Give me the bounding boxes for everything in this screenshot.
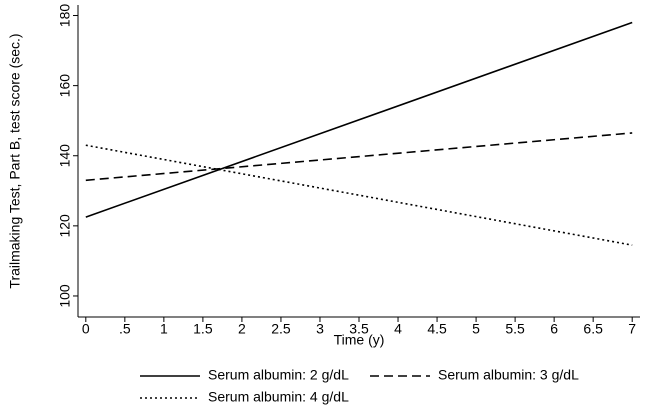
legend-label: Serum albumin: 2 g/dL [208, 367, 349, 383]
x-tick-label: 5 [472, 321, 480, 337]
series-line [85, 132, 633, 182]
x-tick-label: 4 [394, 321, 402, 337]
x-tick-label: 0 [82, 321, 90, 337]
legend-label: Serum albumin: 4 g/dL [208, 389, 349, 405]
x-tick-label: 3 [316, 321, 324, 337]
y-axis-label: Trailmaking Test, Part B, test score (se… [7, 33, 23, 288]
x-tick-label: 3.5 [349, 321, 369, 337]
series-line [85, 144, 633, 246]
y-tick-label: 140 [57, 144, 73, 168]
y-tick-label: 120 [57, 214, 73, 238]
x-tick-label: 7 [628, 321, 636, 337]
x-tick-label: 1 [160, 321, 168, 337]
x-tick-label: 6 [550, 321, 558, 337]
x-axis-label: Time (y) [334, 332, 385, 348]
legend-label: Serum albumin: 3 g/dL [438, 367, 579, 383]
y-tick-label: 100 [57, 284, 73, 308]
x-tick-label: .5 [119, 321, 131, 337]
y-tick-label: 160 [57, 74, 73, 98]
x-tick-label: 6.5 [583, 321, 603, 337]
x-tick-label: 4.5 [427, 321, 447, 337]
x-tick-label: 5.5 [505, 321, 525, 337]
x-tick-label: 1.5 [193, 321, 213, 337]
x-tick-label: 2.5 [271, 321, 291, 337]
series-line [85, 21, 633, 218]
y-tick-label: 180 [57, 4, 73, 28]
x-tick-label: 2 [238, 321, 246, 337]
